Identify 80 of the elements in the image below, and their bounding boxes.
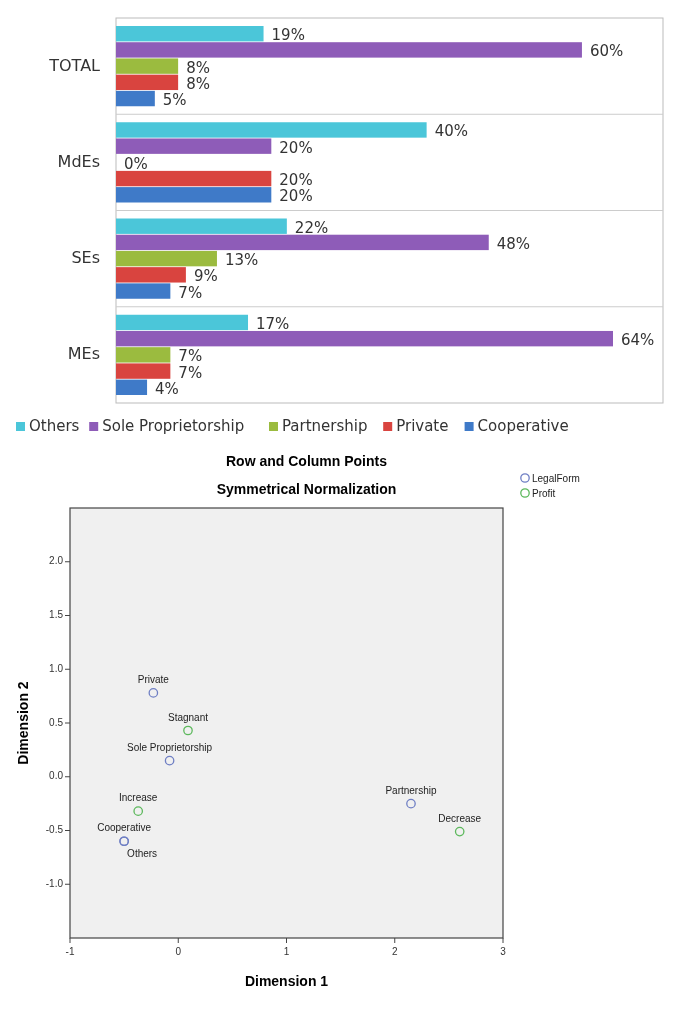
point	[164, 755, 175, 766]
bar	[116, 74, 179, 91]
point	[406, 798, 416, 809]
legend-label: Profit	[532, 488, 556, 499]
bar	[116, 347, 171, 363]
x-tick-label: 1	[283, 946, 290, 957]
legend-label: Others	[29, 417, 80, 435]
data-label: 17%	[256, 314, 290, 333]
bar	[116, 363, 171, 379]
bar	[116, 250, 217, 267]
bar	[116, 267, 186, 283]
data-label: 8%	[186, 74, 210, 93]
legend-label: Cooperative	[477, 417, 569, 435]
y-tick-label: 0.0	[49, 770, 64, 782]
data-label: 22%	[294, 218, 329, 237]
data-label: 9%	[193, 267, 218, 286]
bar	[116, 138, 272, 154]
data-label: 40%	[434, 122, 468, 141]
legend-label: Sole Proprietorship	[102, 417, 245, 435]
point	[133, 806, 144, 816]
annotation: Partnership	[385, 784, 437, 796]
bar	[116, 170, 272, 187]
y-tick-label: -0.5	[45, 824, 64, 836]
legend-label: Private	[396, 417, 449, 435]
y-tick-label: -1.0	[45, 877, 64, 889]
annotation: Increase	[119, 792, 158, 804]
annotation: Sole Proprietorship	[127, 741, 213, 753]
data-label: 7%	[178, 347, 203, 366]
y-axis-title: Dimension 2	[15, 681, 31, 765]
annotation: Cooperative	[97, 822, 152, 834]
bar	[116, 90, 155, 107]
y-tick-label: MdEs	[57, 151, 100, 171]
data-label: 20%	[279, 171, 313, 190]
bar	[116, 187, 272, 203]
data-label: 20%	[279, 138, 313, 157]
annotation: Stagnant	[167, 711, 209, 723]
annotation: Decrease	[438, 812, 482, 824]
bar	[116, 58, 179, 74]
annotation: Others	[127, 848, 158, 860]
bar	[116, 330, 613, 347]
legend-label: LegalForm	[532, 473, 580, 484]
data-label: 8%	[186, 58, 210, 77]
bar	[116, 314, 249, 331]
bar	[116, 283, 171, 299]
data-label: 60%	[589, 42, 624, 61]
chart-title: Row and Column Points	[226, 453, 388, 469]
data-label: 19%	[271, 26, 305, 45]
point	[148, 688, 159, 698]
x-tick-label: 3	[500, 946, 507, 957]
bar	[116, 379, 148, 395]
y-tick-label: 2.0	[49, 555, 64, 567]
y-tick-label: 1.5	[49, 609, 64, 621]
bar	[116, 122, 427, 138]
data-label: 64%	[621, 331, 655, 350]
data-label: 5%	[162, 91, 187, 110]
point	[454, 826, 465, 837]
x-axis-title: Dimension 1	[244, 973, 329, 989]
bar	[116, 218, 287, 234]
bar	[116, 42, 582, 58]
y-tick-label: 0.5	[49, 716, 64, 728]
annotation: Private	[137, 673, 170, 685]
y-tick-label: 1.0	[49, 662, 64, 674]
y-tick-label: TOTAL	[48, 55, 101, 75]
y-tick-label: MEs	[67, 344, 100, 364]
data-label: 7%	[178, 283, 203, 302]
bar	[116, 26, 264, 42]
data-label: 0%	[124, 154, 148, 173]
x-tick-label: 0	[175, 946, 182, 957]
legend-label: Partnership	[282, 417, 368, 435]
x-tick-label: 2	[391, 946, 398, 957]
data-label: 20%	[279, 187, 313, 206]
chart-subtitle: Symmetrical Normalization	[216, 481, 397, 497]
y-tick-label: SEs	[71, 248, 100, 268]
data-label: 48%	[496, 234, 531, 253]
bar	[116, 234, 489, 251]
data-label: 7%	[178, 363, 203, 382]
point	[183, 725, 193, 736]
x-tick-label: -1	[65, 946, 75, 957]
data-label: 13%	[224, 251, 259, 270]
data-label: 4%	[155, 379, 179, 398]
